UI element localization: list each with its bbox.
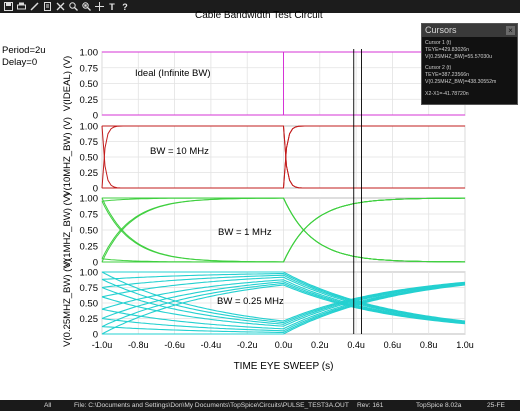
panel-4-annotation: BW = 0.25 MHz (217, 296, 284, 307)
panel-4-trace-11 (101, 274, 466, 323)
status-bar: All File: C:\Documents and Settings\Don\… (0, 400, 520, 411)
save-icon[interactable] (3, 2, 13, 12)
text-icon-glyph: T (109, 1, 115, 12)
xtick-label-3: -0.4u (201, 340, 222, 350)
document-icon[interactable] (42, 2, 52, 12)
panel-4-trace-10 (101, 282, 466, 325)
panel-4-trace-6 (101, 283, 466, 330)
panel-4-trace-7 (101, 279, 466, 324)
cursor1-y-value: V(0.25MHZ_BW)=55.57030u (425, 53, 493, 60)
panel-3-ytick-0.75: 0.75 (80, 210, 99, 221)
panel-4-ytick-0.50: 0.50 (80, 299, 99, 310)
xtick-label-9: 0.8u (420, 340, 438, 350)
panel-2-trace-3 (102, 125, 465, 189)
xtick-label-4: -0.2u (237, 340, 258, 350)
delay-param: Delay=0 (2, 57, 38, 68)
status-app-version: TopSpice 8.02a (416, 402, 462, 409)
xtick-label-5: 0.0u (275, 340, 293, 350)
xtick-label-8: 0.6u (384, 340, 402, 350)
status-file-path: File: C:\Documents and Settings\Don\My D… (74, 402, 349, 409)
panel-3-ytick-0: 0 (93, 258, 98, 269)
panel-3-trace-7 (102, 197, 465, 263)
panel-1-ytick-0.50: 0.50 (80, 79, 99, 90)
cursors-panel-body: Cursor 1 (t) TEYE=429.83026n V(0.25MHZ_B… (422, 37, 517, 101)
panel-1-ytick-0.25: 0.25 (80, 95, 99, 106)
simulation-params: Period=2u Delay=0 (2, 45, 46, 69)
cursors-panel[interactable]: Cursors × Cursor 1 (t) TEYE=429.83026n V… (421, 23, 518, 105)
panel-1-annotation: Ideal (Infinite BW) (135, 68, 211, 79)
panel-2-ytick-0.25: 0.25 (80, 168, 99, 179)
panel-4-ytick-0: 0 (93, 330, 98, 341)
panel-4-ylabel: V(0.25MHZ_BW) (V) (62, 259, 73, 347)
cursor1-label: Cursor 1 (t) (425, 40, 452, 46)
panel-1-ytick-0.75: 0.75 (80, 63, 99, 74)
panel-4-trace-9 (101, 276, 466, 323)
panel-4-trace-0 (102, 284, 466, 335)
panel-2-ylabel: V(10MHZ_BW) (V) (62, 117, 73, 197)
panel-2-ytick-0: 0 (93, 184, 98, 195)
panel-3-ylabel: V(1MHZ_BW) (V) (62, 193, 73, 267)
cursor2-x-value: TEYE=387.23566n (425, 72, 469, 79)
panel-1-ylabel: V(IDEAL) (V) (62, 56, 73, 111)
panel-3-annotation: BW = 1 MHz (218, 227, 272, 238)
panel-4-trace-2 (101, 284, 466, 333)
text-icon[interactable]: T (107, 2, 117, 12)
panel-1-ytick-1.00: 1.00 (80, 48, 99, 59)
xtick-label-6: 0.2u (311, 340, 329, 350)
cursor1-x-value: TEYE=429.83026n (425, 46, 469, 53)
period-param: Period=2u (2, 45, 46, 56)
close-x-icon[interactable] (55, 2, 65, 12)
panel-4-trace-15 (102, 271, 466, 322)
chart-title: Cable Bandwidth Test Circuit (195, 10, 323, 21)
cursor-delta-value: X2-X1=-41.78720n (425, 90, 469, 97)
panel-3-ytick-1.00: 1.00 (80, 194, 99, 205)
status-revision: Rev: 161 (357, 402, 384, 409)
panel-2-ytick-0.75: 0.75 (80, 137, 99, 148)
panel-1-ytick-0: 0 (93, 111, 98, 122)
cursors-panel-title: Cursors (425, 25, 457, 35)
help-icon-glyph: ? (122, 1, 128, 12)
xtick-label-7: 0.4u (347, 340, 365, 350)
panel-2-trace-2 (101, 125, 465, 189)
panel-3-ytick-0.50: 0.50 (80, 226, 99, 237)
cursor2-y-value: V(0.25MHZ_BW)=438.30552m (425, 78, 497, 85)
zoom-icon[interactable] (68, 2, 78, 12)
zoom-box-icon[interactable] (81, 2, 91, 12)
help-icon[interactable]: ? (120, 2, 130, 12)
xtick-label-1: -0.8u (128, 340, 149, 350)
print-icon[interactable] (16, 2, 26, 12)
panel-4-trace-4 (101, 283, 466, 332)
panel-3-ytick-0.25: 0.25 (80, 242, 99, 253)
xtick-label-0: -1.0u (92, 340, 113, 350)
panel-4-ytick-0.25: 0.25 (80, 314, 99, 325)
xtick-label-10: 1.0u (456, 340, 474, 350)
panel-2-ytick-0.50: 0.50 (80, 153, 99, 164)
crosshair-icon[interactable] (94, 2, 104, 12)
panel-4-trace-14 (101, 271, 466, 322)
panel-4-trace-3 (101, 282, 466, 328)
panel-2-annotation: BW = 10 MHz (150, 146, 209, 157)
xtick-label-2: -0.6u (164, 340, 185, 350)
x-axis-label: TIME EYE SWEEP (s) (234, 361, 334, 372)
cursor2-label: Cursor 2 (t) (425, 65, 452, 72)
panel-4-ytick-0.75: 0.75 (80, 283, 99, 294)
panel-2-ytick-1.00: 1.00 (80, 122, 99, 133)
panel-4-trace-8 (101, 282, 466, 327)
edit-icon[interactable] (29, 2, 39, 12)
close-icon[interactable]: × (506, 26, 515, 35)
toolbar: T ? (0, 0, 520, 13)
status-view-mode: All (44, 402, 52, 409)
panel-4-ytick-1.00: 1.00 (80, 268, 99, 279)
panel-4-trace-13 (101, 273, 466, 322)
cursors-panel-header[interactable]: Cursors × (422, 24, 517, 37)
panel-3-trace-6 (101, 197, 465, 263)
status-date: 25-FE (487, 402, 505, 409)
panel-4-trace-5 (101, 281, 466, 324)
